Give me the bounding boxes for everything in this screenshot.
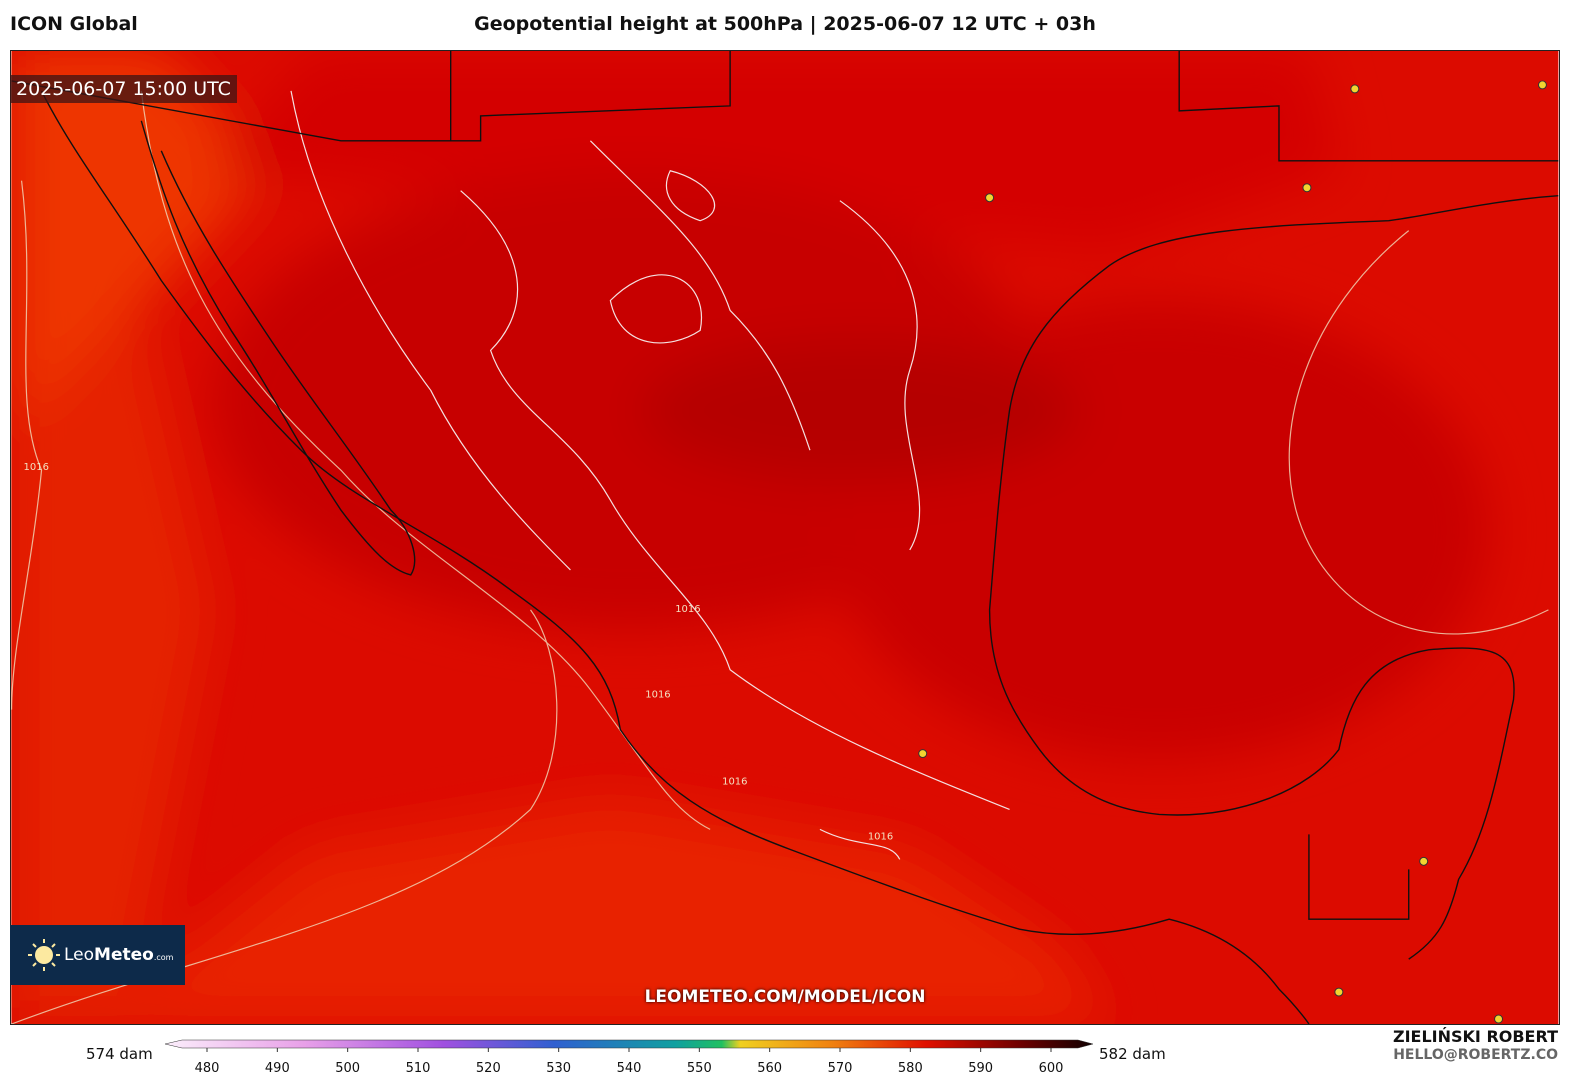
colorbar-tick-label: 490 <box>265 1061 290 1076</box>
colorbar-tick-label: 540 <box>617 1061 642 1076</box>
logo-light: Leo <box>64 945 95 965</box>
watermark: LEOMETEO.COM/MODEL/ICON <box>644 987 926 1007</box>
logo: LeoMeteo.com <box>10 925 185 985</box>
logo-suffix: .com <box>153 953 174 962</box>
contour-label: 1016 <box>868 831 893 842</box>
colorbar-max-label: 582 dam <box>1099 1045 1166 1063</box>
contour-label: 1016 <box>722 776 747 787</box>
colorbar-tick-label: 520 <box>476 1061 501 1076</box>
colorbar-tick-label: 510 <box>406 1061 431 1076</box>
model-name: ICON Global <box>10 13 138 35</box>
colorbar-tick-label: 600 <box>1039 1061 1064 1076</box>
logo-bold: Meteo <box>94 945 154 965</box>
title: Geopotential height at 500hPa | 2025-06-… <box>474 13 1096 35</box>
colorbar-tick-label: 580 <box>898 1061 923 1076</box>
colorbar-gradient <box>164 1039 1094 1049</box>
contour-label: 1016 <box>675 604 700 615</box>
logo-sun <box>28 939 60 971</box>
colorbar-tick-label: 590 <box>968 1061 993 1076</box>
colorbar-min-label: 574 dam <box>86 1045 153 1063</box>
colorbar-tick-label: 560 <box>757 1061 782 1076</box>
contour-label: 1016 <box>24 462 49 473</box>
colorbar-tick-label: 480 <box>195 1061 220 1076</box>
map: 1016 1016 1016 1016 1016 <box>10 50 1560 1025</box>
author-name: ZIELIŃSKI ROBERT <box>1392 1027 1558 1046</box>
colorbar-tick-label: 500 <box>335 1061 360 1076</box>
author-email: HELLO@ROBERTZ.CO <box>1393 1047 1558 1063</box>
colorbar-tick-label: 550 <box>687 1061 712 1076</box>
colorbar-tick-label: 530 <box>546 1061 571 1076</box>
timestamp: 2025-06-07 15:00 UTC <box>10 75 237 103</box>
colorbar-tick-label: 570 <box>828 1061 853 1076</box>
contour-label: 1016 <box>645 690 670 701</box>
